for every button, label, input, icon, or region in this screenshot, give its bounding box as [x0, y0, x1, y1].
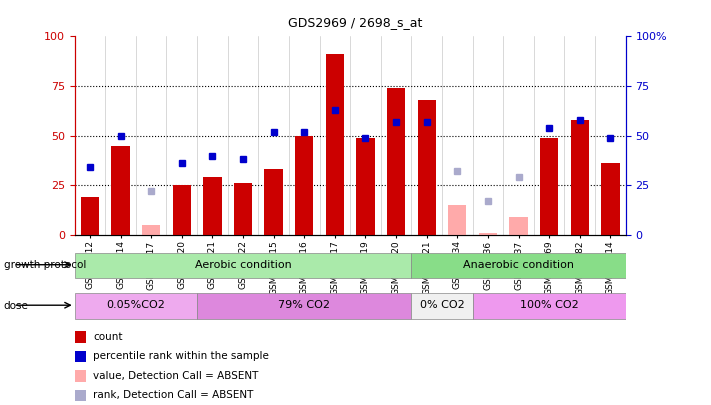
Bar — [75, 253, 412, 278]
Bar — [173, 185, 191, 235]
Text: rank, Detection Call = ABSENT: rank, Detection Call = ABSENT — [93, 390, 254, 400]
Bar — [356, 138, 375, 235]
Bar — [412, 293, 473, 318]
Bar — [112, 145, 129, 235]
Bar — [509, 217, 528, 235]
Text: Anaerobic condition: Anaerobic condition — [463, 260, 574, 270]
Text: value, Detection Call = ABSENT: value, Detection Call = ABSENT — [93, 371, 259, 381]
Text: 100% CO2: 100% CO2 — [520, 300, 579, 310]
Bar — [75, 293, 197, 318]
Bar — [295, 136, 314, 235]
Text: dose: dose — [4, 301, 28, 311]
Bar — [197, 293, 412, 318]
Bar — [570, 120, 589, 235]
Bar — [142, 225, 161, 235]
Bar — [203, 177, 222, 235]
Text: GDS2969 / 2698_s_at: GDS2969 / 2698_s_at — [289, 16, 422, 29]
Text: 0% CO2: 0% CO2 — [419, 300, 464, 310]
Text: 0.05%CO2: 0.05%CO2 — [107, 300, 166, 310]
Bar — [412, 253, 626, 278]
Bar — [479, 233, 497, 235]
Bar — [387, 88, 405, 235]
Bar — [81, 197, 99, 235]
Bar — [417, 100, 436, 235]
Bar — [264, 169, 283, 235]
Text: Aerobic condition: Aerobic condition — [195, 260, 292, 270]
Text: count: count — [93, 332, 122, 342]
Text: 79% CO2: 79% CO2 — [278, 300, 330, 310]
Text: percentile rank within the sample: percentile rank within the sample — [93, 352, 269, 361]
Text: growth protocol: growth protocol — [4, 260, 86, 270]
Bar — [540, 138, 558, 235]
Bar — [448, 205, 466, 235]
Bar — [234, 183, 252, 235]
Bar — [473, 293, 626, 318]
Bar — [326, 54, 344, 235]
Bar — [602, 164, 619, 235]
